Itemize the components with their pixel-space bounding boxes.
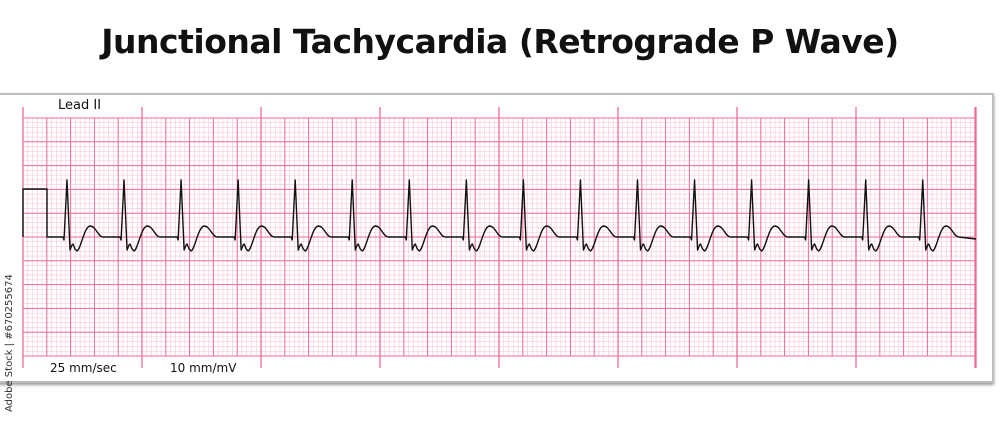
lead-label: Lead II — [58, 98, 102, 113]
watermark: Adobe Stock | #670255674 — [4, 274, 15, 412]
gain-label: 10 mm/mV — [170, 361, 237, 375]
page-title: Junctional Tachycardia (Retrograde P Wav… — [101, 22, 899, 61]
ecg-trace — [22, 179, 977, 252]
paper-speed-label: 25 mm/sec — [50, 361, 117, 375]
